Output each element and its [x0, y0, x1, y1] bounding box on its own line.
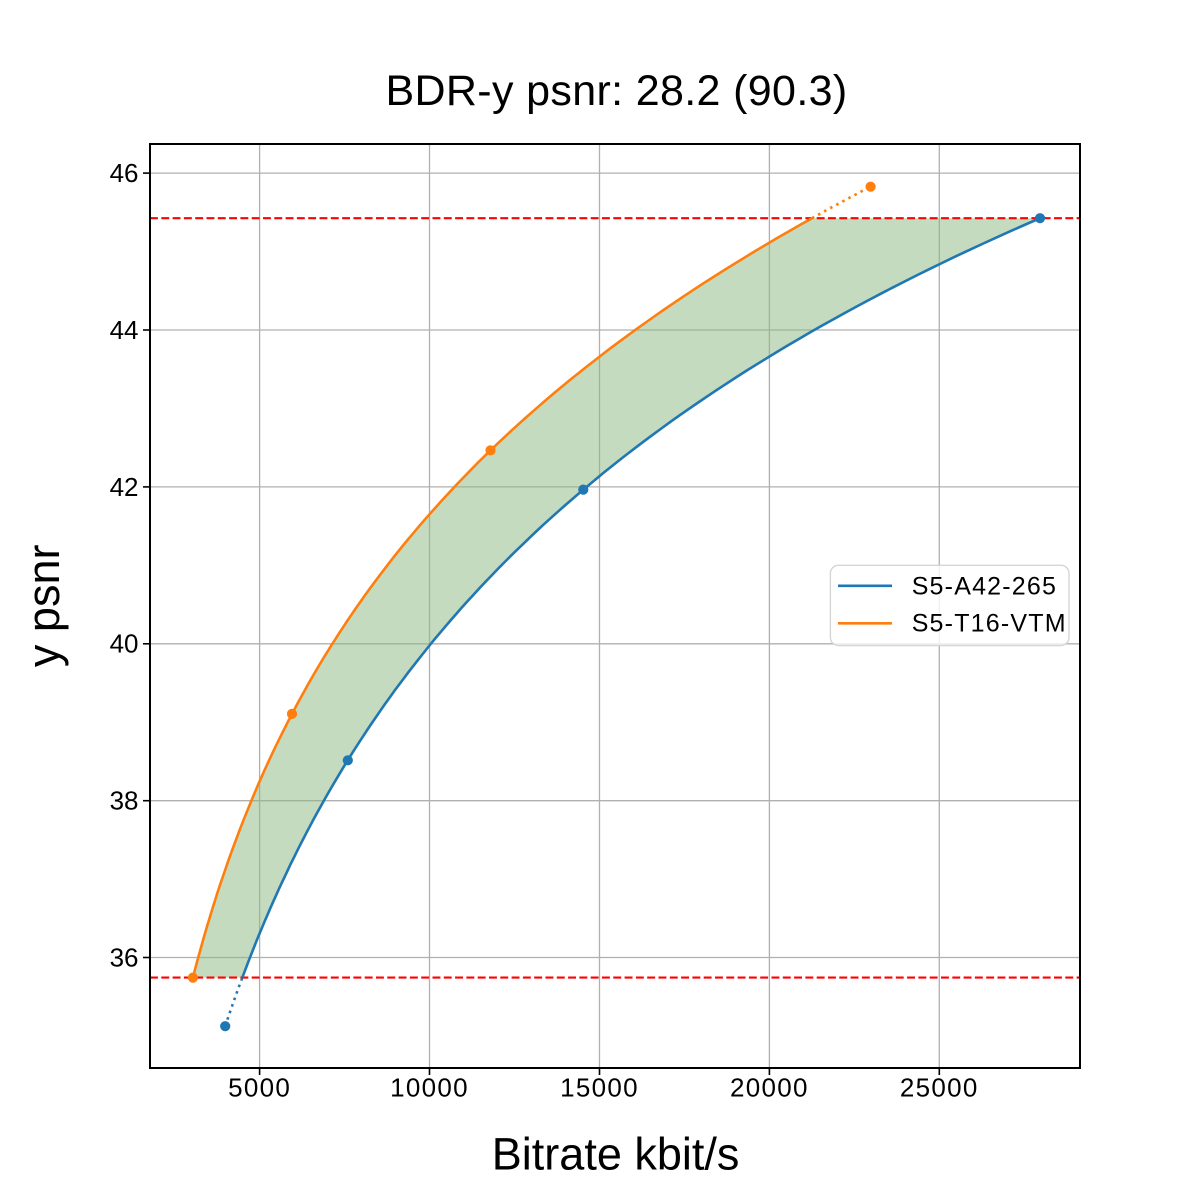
svg-text:Bitrate kbit/s: Bitrate kbit/s — [492, 1128, 740, 1179]
svg-text:42: 42 — [110, 472, 139, 502]
svg-text:44: 44 — [110, 315, 139, 345]
svg-text:S5-A42-265: S5-A42-265 — [912, 572, 1057, 600]
svg-text:25000: 25000 — [900, 1073, 979, 1103]
svg-text:y psnr: y psnr — [18, 545, 69, 668]
svg-text:46: 46 — [110, 158, 139, 188]
svg-text:10000: 10000 — [390, 1073, 469, 1103]
svg-text:S5-T16-VTM: S5-T16-VTM — [912, 610, 1067, 638]
svg-text:38: 38 — [110, 786, 139, 816]
svg-text:5000: 5000 — [228, 1073, 291, 1103]
svg-text:BDR-y psnr: 28.2 (90.3): BDR-y psnr: 28.2 (90.3) — [385, 67, 847, 115]
svg-text:15000: 15000 — [560, 1073, 639, 1103]
svg-text:36: 36 — [110, 942, 139, 972]
svg-text:40: 40 — [110, 629, 139, 659]
svg-text:20000: 20000 — [730, 1073, 809, 1103]
